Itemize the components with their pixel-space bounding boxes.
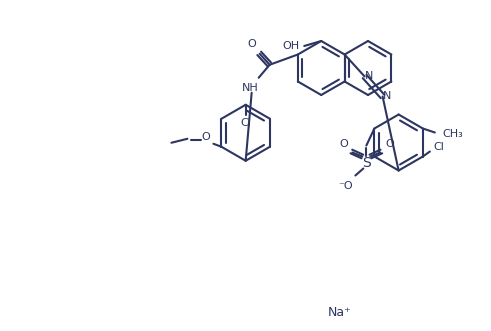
Text: O: O bbox=[247, 39, 256, 49]
Text: CH₃: CH₃ bbox=[442, 128, 463, 138]
Text: Na⁺: Na⁺ bbox=[328, 306, 352, 318]
Text: O: O bbox=[385, 138, 394, 149]
Text: S: S bbox=[362, 156, 371, 169]
Text: NH: NH bbox=[242, 83, 259, 93]
Text: Cl: Cl bbox=[240, 118, 251, 128]
Text: O: O bbox=[339, 138, 348, 149]
Text: N: N bbox=[382, 90, 391, 101]
Text: OH: OH bbox=[283, 41, 300, 51]
Text: ⁻O: ⁻O bbox=[338, 180, 353, 191]
Text: Cl: Cl bbox=[434, 141, 444, 152]
Text: N: N bbox=[364, 71, 373, 80]
Text: O: O bbox=[201, 132, 210, 142]
